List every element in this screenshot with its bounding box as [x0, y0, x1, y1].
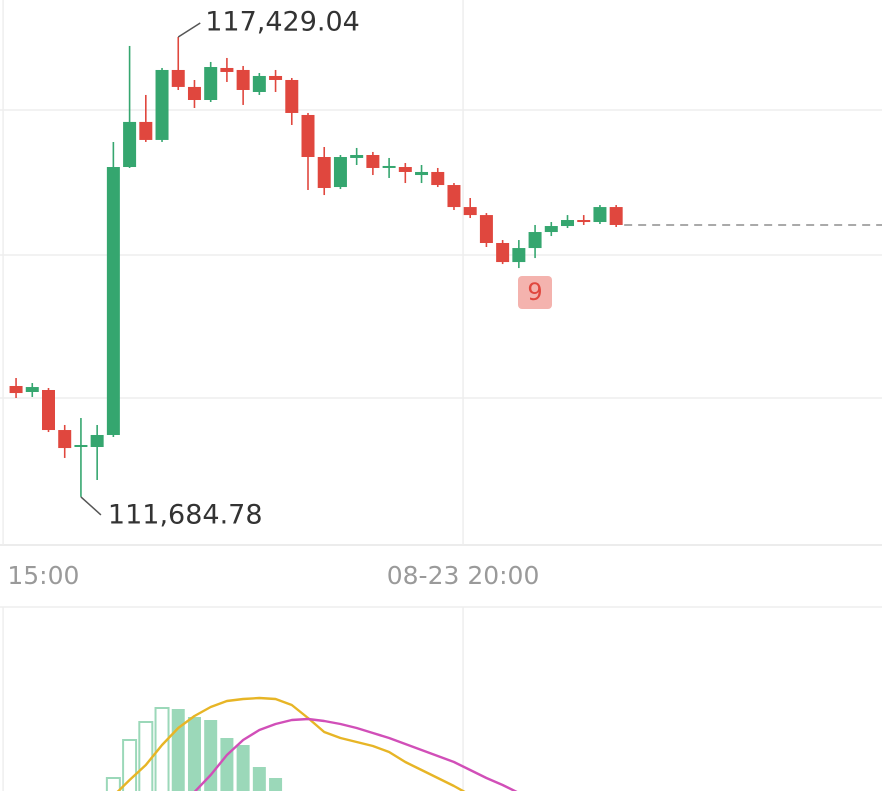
histogram-bar [138, 721, 154, 791]
candle-body [204, 67, 218, 101]
candle-body [333, 157, 347, 188]
x-tick-label: 08-22 15:00 [0, 561, 79, 590]
x-tick-label: 08-23 20:00 [387, 561, 540, 590]
histogram-bar [171, 709, 185, 791]
low-label: 111,684.78 [108, 499, 263, 530]
histogram-bar [105, 777, 121, 791]
candle-body [593, 207, 607, 223]
candle-body [171, 69, 185, 87]
indicator-line [116, 696, 466, 791]
candle-body [447, 185, 461, 208]
candle-body [25, 387, 39, 392]
badge-text: 9 [527, 278, 542, 306]
candle-body [350, 155, 364, 158]
candle-body [252, 75, 266, 92]
histogram-bar [236, 745, 250, 791]
candle-body [415, 171, 429, 176]
candle-body [382, 165, 396, 168]
candle-body [496, 242, 510, 263]
histogram-bar [220, 738, 234, 791]
candle-body [90, 434, 104, 448]
candle-body [431, 171, 445, 186]
candle-body [123, 121, 137, 168]
candle-body [398, 167, 412, 172]
candle-body [561, 220, 575, 227]
candle-body [58, 430, 72, 449]
candle-body [236, 69, 250, 90]
candle-body [74, 444, 88, 448]
high-leader [177, 22, 201, 38]
candle-body [528, 232, 542, 249]
indicator-panel [2, 607, 518, 791]
indicator-line [193, 717, 518, 791]
candle-body [139, 121, 153, 140]
histogram-bar [187, 717, 201, 791]
histogram-bar [252, 767, 266, 791]
badge-box [518, 276, 552, 309]
candle-body [463, 207, 477, 216]
candle-body [9, 385, 23, 394]
candle-body [544, 226, 558, 233]
candle-body [155, 69, 169, 140]
price-panel: 08-22 15:00 08-23 20:00 117,429.04 111,684.… [0, 0, 882, 590]
candle-body [317, 157, 331, 188]
candle-body [269, 75, 283, 80]
histogram-bar [269, 778, 283, 791]
candle-body [301, 114, 315, 158]
candle-body [366, 155, 380, 168]
candle-body [41, 389, 55, 431]
candle-body [479, 215, 493, 243]
candle-body [577, 220, 591, 223]
candle-body [106, 167, 120, 435]
badge: 9 [518, 276, 552, 309]
candle-body [609, 207, 623, 225]
candle-body [285, 79, 299, 113]
high-label: 117,429.04 [205, 6, 360, 37]
candle-body [220, 67, 234, 72]
candle-body [512, 248, 526, 263]
candle-body [187, 86, 201, 101]
histogram-bar [204, 720, 218, 791]
low-leader [80, 496, 102, 516]
